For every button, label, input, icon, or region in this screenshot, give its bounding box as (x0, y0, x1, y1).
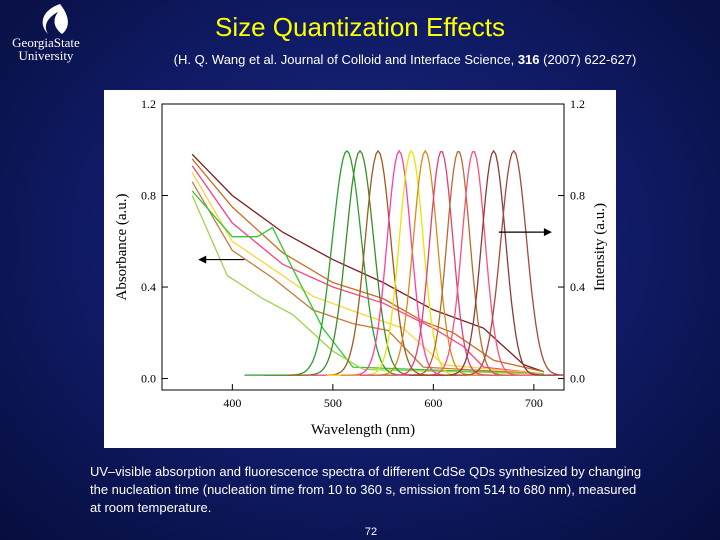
emission-peak-640 (392, 151, 555, 376)
y2-tick-label: 1.2 (570, 97, 585, 111)
citation: (H. Q. Wang et al. Journal of Colloid an… (100, 52, 710, 67)
absorption-curve-5 (191, 181, 544, 375)
figure-caption: UV–visible absorption and fluorescence s… (90, 464, 642, 515)
y-tick-label: 0.0 (141, 372, 156, 386)
page-number: 72 (364, 526, 378, 538)
logo-line-1: GeorgiaState (12, 35, 80, 50)
emission-peak-545 (287, 149, 469, 376)
university-logo: GeorgiaState University (2, 2, 90, 66)
x-tick-label: 400 (223, 396, 241, 410)
citation-suffix: (2007) 622-627) (539, 52, 637, 67)
emission-peak-680 (423, 149, 565, 376)
y2-tick-label: 0.8 (570, 189, 585, 203)
flame-icon (42, 4, 68, 34)
absorption-curve-7 (191, 195, 544, 375)
spectra-chart: 400 500 600 700 0.0 0.4 0.8 1.2 0.0 0.4 0.8 1.2 Wave… (114, 97, 608, 438)
right-arrow-icon (543, 228, 552, 237)
y-tick-label: 0.8 (141, 189, 156, 203)
logo-line-2: University (18, 48, 74, 63)
y2-tick-label: 0.0 (570, 372, 585, 386)
y-tick-label: 1.2 (141, 97, 156, 111)
absorption-curve-2 (191, 158, 545, 373)
x-axis-label: Wavelength (nm) (311, 422, 415, 438)
absorption-curve-3 (191, 165, 544, 375)
x-tick-label: 500 (324, 396, 342, 410)
y2-tick-label: 0.4 (570, 280, 585, 294)
x-tick-label: 600 (424, 396, 442, 410)
spectra-figure: 400 500 600 700 0.0 0.4 0.8 1.2 0.0 0.4 0.8 1.2 Wave… (104, 90, 616, 448)
y-tick-label: 0.4 (141, 280, 156, 294)
y-axis-label: Absorbance (a.u.) (114, 193, 130, 300)
slide-title: Size Quantization Effects (214, 12, 505, 42)
y2-axis-label: Intensity (a.u.) (592, 203, 608, 291)
x-tick-label: 700 (525, 396, 543, 410)
citation-volume: 316 (517, 52, 540, 67)
left-arrow-icon (198, 255, 207, 264)
absorption-curve-4 (191, 172, 544, 375)
plot-frame (161, 103, 565, 391)
citation-prefix: (H. Q. Wang et al. Journal of Colloid an… (173, 52, 518, 67)
